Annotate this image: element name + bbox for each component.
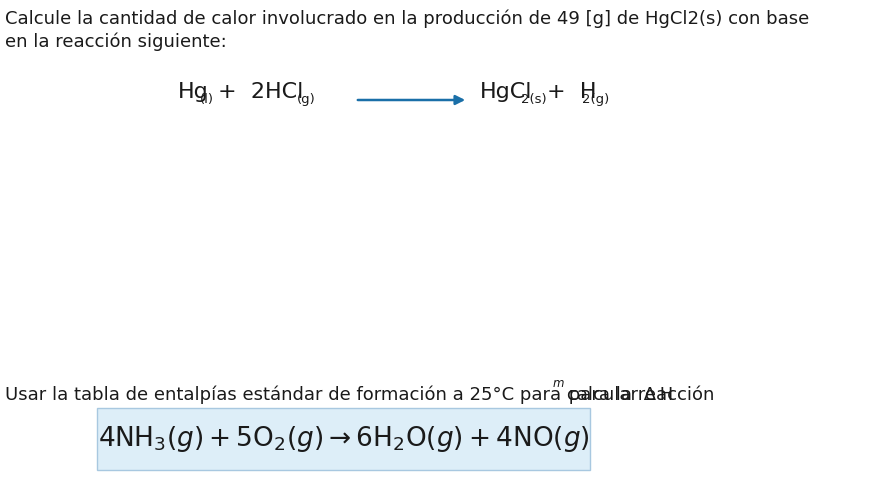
- Text: HgCl: HgCl: [480, 82, 531, 102]
- FancyBboxPatch shape: [96, 408, 589, 470]
- Text: (l): (l): [200, 93, 214, 106]
- Text: +  H: + H: [546, 82, 595, 102]
- Text: $4\mathrm{NH}_3(g) + 5\mathrm{O}_2(g) \rightarrow 6\mathrm{H}_2\mathrm{O}(g) + 4: $4\mathrm{NH}_3(g) + 5\mathrm{O}_2(g) \r…: [97, 424, 588, 454]
- Text: 2(g): 2(g): [581, 93, 609, 106]
- Text: 2(s): 2(s): [520, 93, 546, 106]
- Text: (g): (g): [296, 93, 316, 106]
- Text: Calcule la cantidad de calor involucrado en la producción de 49 [g] de HgCl2(s) : Calcule la cantidad de calor involucrado…: [5, 10, 809, 28]
- Text: Hg: Hg: [178, 82, 209, 102]
- Text: Usar la tabla de entalpías estándar de formación a 25°C para calcular Δ H: Usar la tabla de entalpías estándar de f…: [5, 385, 673, 403]
- Text: para la reacción: para la reacción: [562, 385, 714, 403]
- Text: en la reacción siguiente:: en la reacción siguiente:: [5, 33, 226, 51]
- Text: m: m: [553, 377, 564, 390]
- Text: +  2HCl: + 2HCl: [217, 82, 303, 102]
